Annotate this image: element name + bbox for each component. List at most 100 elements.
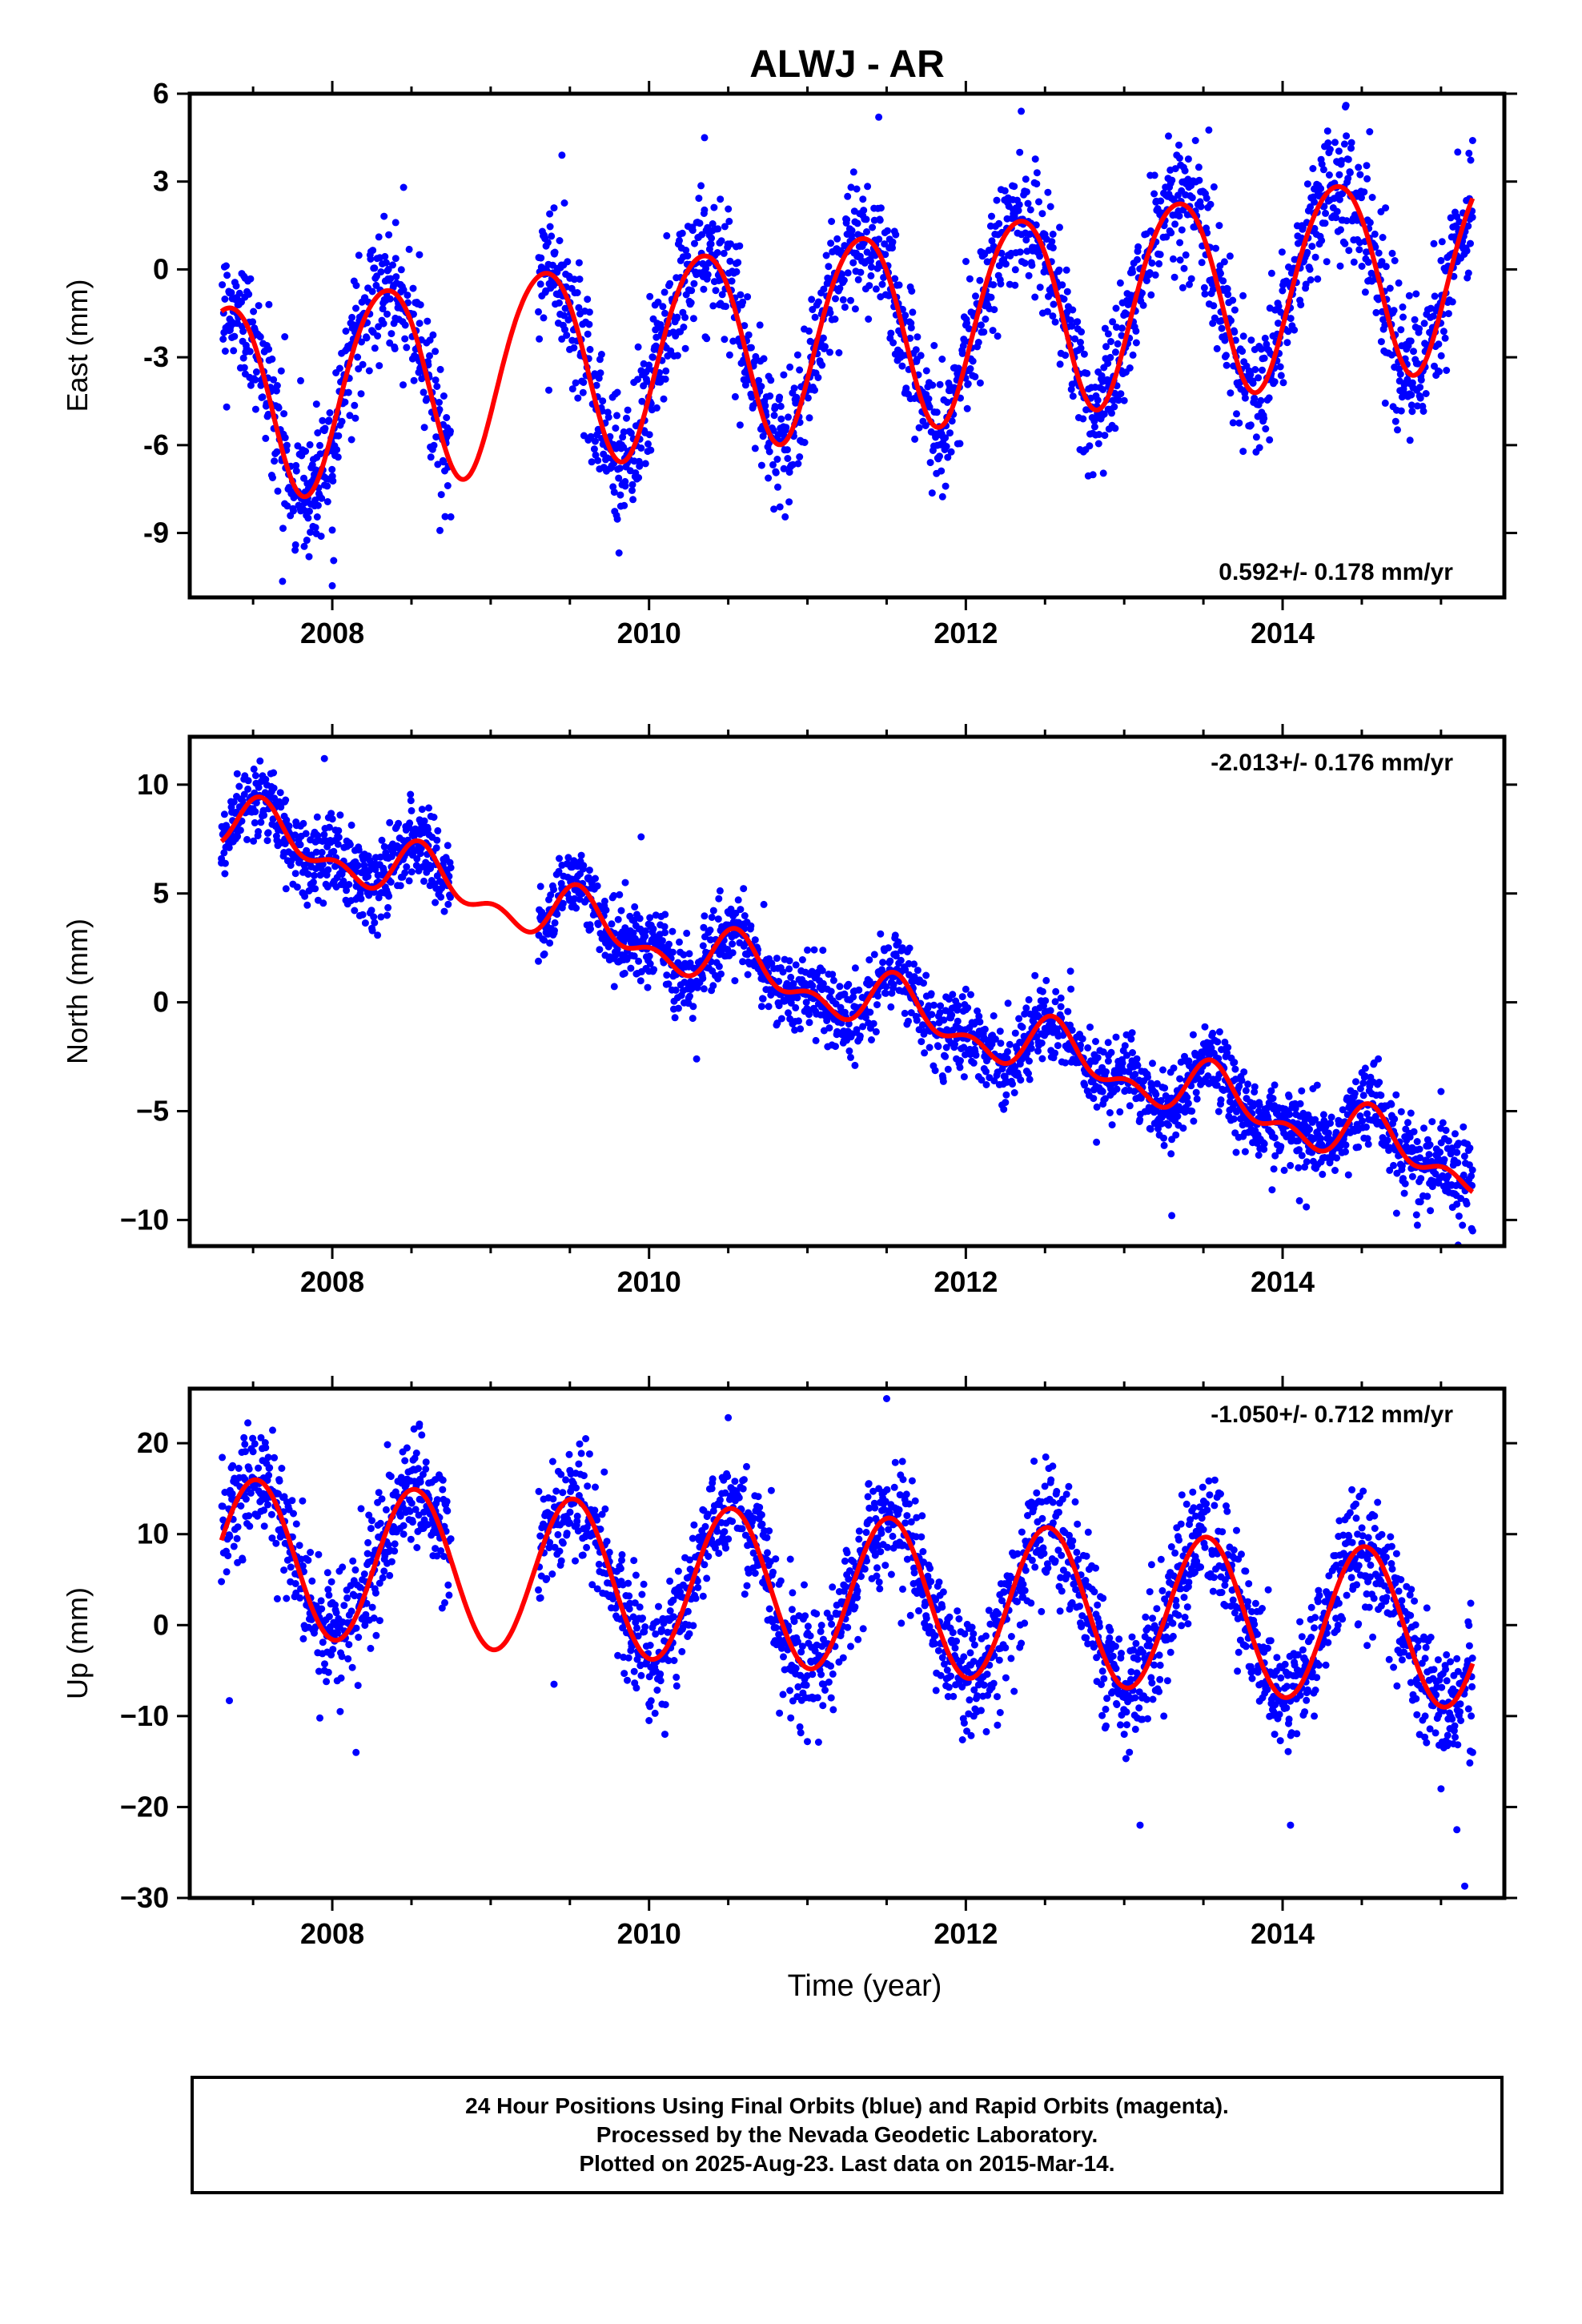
data-point [1390, 1161, 1397, 1169]
data-point [218, 859, 226, 867]
y-axis-label: North (mm) [61, 919, 94, 1064]
data-point [312, 848, 320, 856]
data-point [740, 1476, 748, 1484]
data-point [613, 388, 621, 396]
data-point [701, 134, 709, 142]
data-point [1041, 1024, 1049, 1032]
data-point [1002, 1099, 1010, 1107]
model-fit-line [219, 184, 1476, 500]
data-point [1453, 1826, 1461, 1834]
panel-3: 2008 2010 2012 2014 −30 −20 −10 0 10 20 Up (mm) Tim… [61, 1376, 1517, 2003]
x-tick-label: 2010 [617, 1917, 681, 1950]
data-point [1104, 330, 1112, 338]
data-point [1461, 1882, 1468, 1890]
data-point [241, 274, 249, 282]
data-point [1120, 1731, 1128, 1739]
data-point [1049, 1498, 1057, 1506]
data-point [375, 254, 383, 262]
data-point [1152, 198, 1160, 206]
position-points [218, 1419, 1476, 1767]
data-point [1421, 1712, 1429, 1720]
footer-box: 24 Hour Positions Using Final Orbits (bl… [191, 2076, 1504, 2194]
data-point [328, 447, 336, 455]
data-point [843, 1033, 851, 1041]
data-point [233, 770, 241, 778]
data-point [1207, 1044, 1215, 1052]
data-point [1271, 1081, 1279, 1089]
x-tick-label: 2008 [300, 1917, 364, 1950]
panel-2: 2008 2010 2012 2014 −10 −5 0 5 10 North (mm) -2.01… [61, 724, 1517, 1298]
data-point [1223, 1507, 1231, 1515]
data-point [416, 251, 424, 259]
data-point [597, 351, 605, 358]
plot-frame [187, 91, 1507, 600]
data-point [859, 195, 867, 203]
data-point [1263, 344, 1271, 352]
position-points [218, 757, 1476, 1246]
data-point [542, 929, 550, 937]
data-point [1191, 137, 1199, 144]
data-point [1026, 1057, 1033, 1065]
data-point [550, 1680, 558, 1688]
data-point [1089, 429, 1097, 437]
data-point [906, 283, 914, 291]
data-point [677, 256, 685, 264]
data-point [605, 1548, 613, 1556]
data-point [550, 204, 558, 212]
data-point [257, 1433, 265, 1441]
y-tick-label: 6 [153, 77, 169, 110]
x-tick-label: 2014 [1251, 1265, 1315, 1298]
data-point [1271, 1731, 1279, 1739]
data-point [1041, 1566, 1049, 1574]
data-point [645, 1717, 653, 1724]
data-point [875, 968, 883, 975]
data-point [320, 754, 328, 762]
rate-annotation: -2.013+/- 0.176 mm/yr [1211, 750, 1453, 776]
x-tick-label: 2012 [934, 1917, 998, 1950]
data-point [383, 890, 391, 898]
data-point [898, 944, 906, 952]
data-point [1168, 1136, 1176, 1144]
data-point [352, 1748, 360, 1756]
y-tick-label: 20 [137, 1426, 169, 1459]
data-point [1413, 1138, 1421, 1145]
data-point [400, 1530, 408, 1538]
data-point [645, 365, 653, 373]
data-point [827, 1694, 835, 1702]
data-point [265, 300, 273, 308]
data-point [328, 526, 336, 534]
x-tick-label: 2010 [617, 617, 681, 649]
y-tick-label: 10 [137, 1518, 169, 1550]
data-point [1010, 210, 1018, 218]
data-point [558, 861, 566, 869]
data-point [883, 1395, 890, 1402]
data-point [416, 1420, 424, 1428]
plot-frame [187, 734, 1507, 1248]
data-point [1468, 137, 1476, 144]
plot-area [218, 1395, 1476, 1890]
data-point [1453, 213, 1461, 221]
data-point [566, 274, 574, 282]
data-point [1334, 1621, 1342, 1629]
rate-annotation: -1.050+/- 0.712 mm/yr [1211, 1401, 1453, 1428]
plot-area [219, 102, 1476, 589]
y-tick-label: −20 [120, 1790, 169, 1823]
data-point [328, 581, 336, 589]
data-point [1382, 204, 1390, 212]
data-point [1057, 1003, 1065, 1011]
data-point [582, 318, 590, 326]
data-point [1136, 1821, 1144, 1829]
panel-1: 2008 2010 2012 2014 -9 -6 -3 0 3 6 East (mm) 0.592+… [61, 77, 1517, 649]
model-fit-line [219, 1477, 1476, 1710]
data-point [756, 321, 764, 329]
data-point [1073, 1548, 1081, 1556]
data-point [637, 444, 645, 452]
data-point [297, 376, 304, 384]
data-point [432, 1476, 440, 1484]
footer-line-3: Plotted on 2025-Aug-23. Last data on 201… [579, 2151, 1115, 2176]
y-tick-label: −30 [120, 1881, 169, 1914]
model-fit-line [219, 794, 1475, 1194]
x-tick-label: 2008 [300, 1265, 364, 1298]
data-point [1437, 256, 1445, 264]
